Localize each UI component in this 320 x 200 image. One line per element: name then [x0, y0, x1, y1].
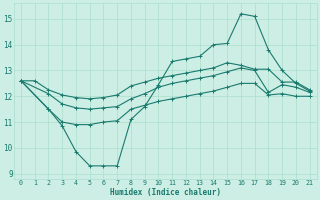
X-axis label: Humidex (Indice chaleur): Humidex (Indice chaleur) [110, 188, 221, 197]
